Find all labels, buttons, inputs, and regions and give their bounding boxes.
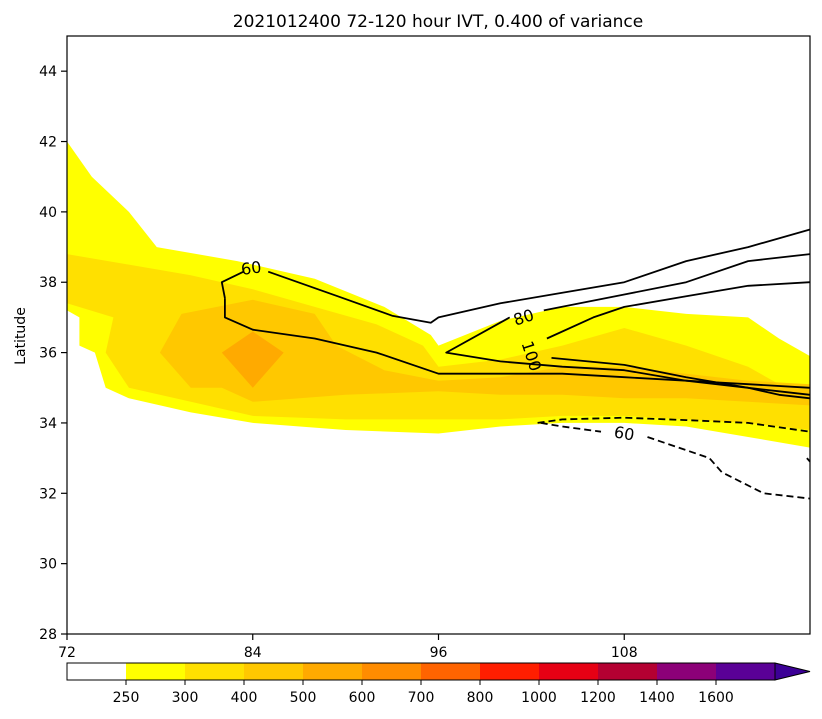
- y-tick-label: 28: [39, 627, 57, 643]
- y-tick-label: 30: [39, 557, 57, 573]
- x-tick-label: 108: [611, 645, 638, 661]
- y-tick-label: 42: [39, 135, 57, 151]
- contour-label: 60: [240, 257, 263, 279]
- x-tick-label: 84: [244, 645, 262, 661]
- y-axis-ticks: 28 30 32 34 36 38 40 42 44: [39, 64, 67, 643]
- colorbar-segment: [303, 663, 363, 680]
- y-tick-label: 32: [39, 486, 57, 502]
- filled-contour-500: [221, 331, 284, 388]
- colorbar-segment: [362, 663, 422, 680]
- x-tick-label: 72: [58, 645, 76, 661]
- colorbar-segment: [598, 663, 658, 680]
- colorbar-segment: [421, 663, 481, 680]
- y-tick-label: 38: [39, 275, 57, 291]
- colorbar-tick-label: 1600: [698, 690, 734, 706]
- colorbar-segment: [716, 663, 776, 680]
- x-tick-label: 96: [430, 645, 448, 661]
- colorbar-tick-label: 250: [113, 690, 140, 706]
- colorbar-tick-label: 700: [408, 690, 435, 706]
- colorbar-tick-label: 400: [231, 690, 258, 706]
- colorbar-segment: [126, 663, 186, 680]
- contour-line-7: [537, 416, 811, 433]
- colorbar-segment: [67, 663, 127, 680]
- colorbar-segment: [185, 663, 245, 680]
- colorbar-tick-label: 300: [172, 690, 199, 706]
- colorbar-tick-label: 1400: [639, 690, 675, 706]
- colorbar-tick-label: 500: [290, 690, 317, 706]
- contour-line-3: [543, 253, 811, 312]
- contour-line-9: [647, 436, 811, 500]
- contour-line-5: [546, 281, 811, 340]
- contour-line-8: [540, 422, 602, 433]
- y-tick-label: 40: [39, 205, 57, 221]
- x-axis-ticks: 72 84 96 108: [58, 634, 638, 661]
- colorbar-segment: [480, 663, 540, 680]
- colorbar: 250 300 400 500 600 700 800 1000 1200 1400 1600: [66, 662, 811, 706]
- colorbar-segment: [657, 663, 717, 680]
- colorbar-tick-label: 1000: [521, 690, 557, 706]
- y-axis-label: Latitude: [13, 307, 29, 365]
- chart-title: 2021012400 72-120 hour IVT, 0.400 of var…: [233, 12, 643, 32]
- contour-label: 60: [613, 422, 636, 444]
- colorbar-tick-label: 1200: [580, 690, 616, 706]
- y-tick-label: 36: [39, 346, 57, 362]
- y-tick-label: 34: [39, 416, 57, 432]
- colorbar-tick-label: 800: [467, 690, 494, 706]
- contour-line-4: [445, 316, 811, 396]
- colorbar-tick-label: 600: [349, 690, 376, 706]
- colorbar-extend-arrow: [774, 662, 811, 681]
- y-tick-label: 44: [39, 64, 57, 80]
- colorbar-segment: [244, 663, 304, 680]
- contour-line-1: [220, 270, 244, 299]
- colorbar-segment: [539, 663, 599, 680]
- contour-line-6: [551, 357, 811, 400]
- contour-line-0: [267, 228, 811, 324]
